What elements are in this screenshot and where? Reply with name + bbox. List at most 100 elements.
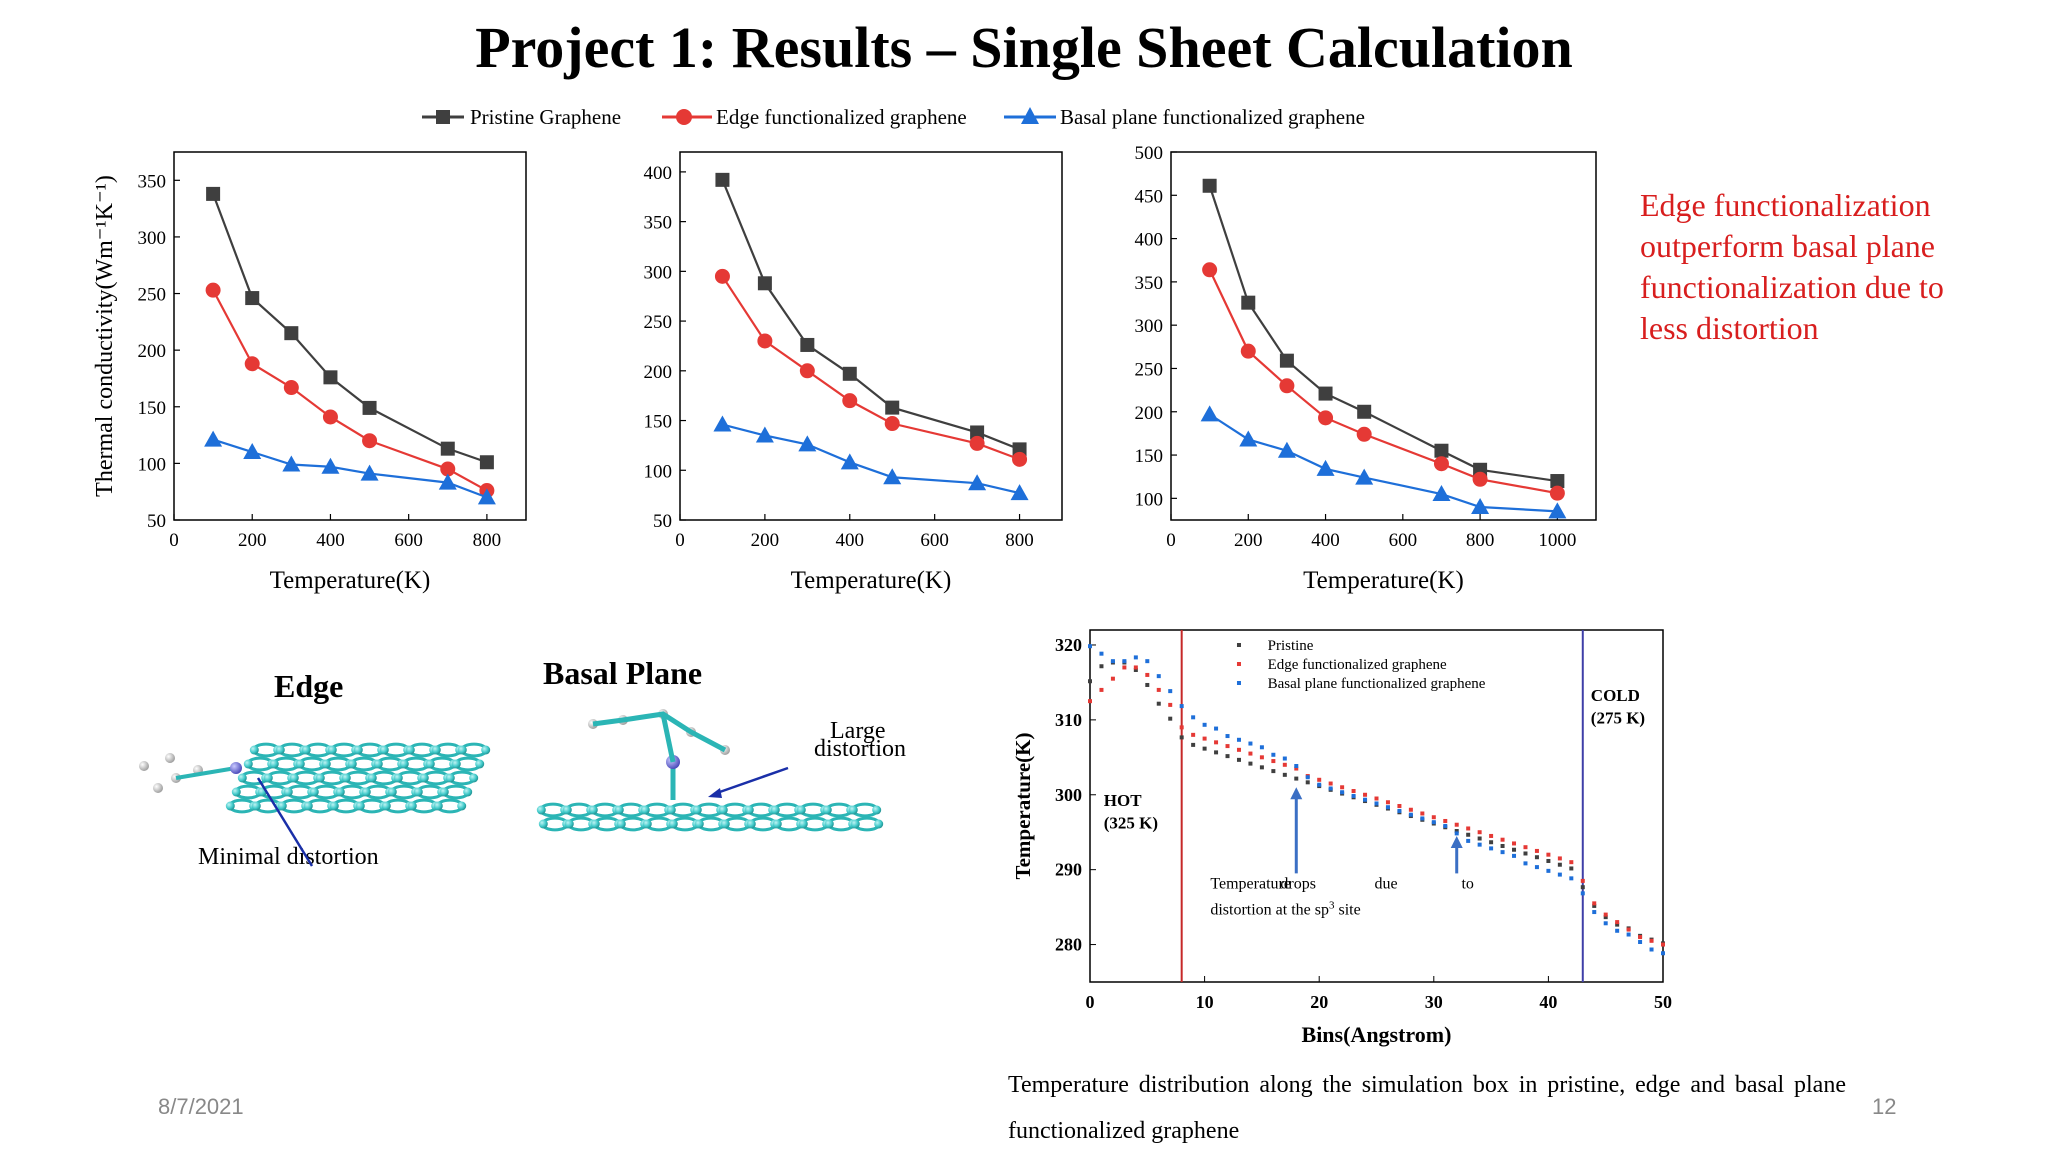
carbon-atom: [848, 805, 858, 815]
data-point: [1277, 441, 1296, 458]
data-point: [283, 380, 299, 396]
data-point: [799, 363, 815, 379]
data-point: [714, 268, 730, 284]
data-point: [1241, 295, 1256, 310]
data-point: [1259, 765, 1264, 770]
data-point: [1179, 735, 1184, 740]
data-point: [968, 474, 987, 491]
y-axis-label: Thermal conductivity(Wm⁻¹K⁻¹): [92, 175, 118, 497]
data-point: [1443, 818, 1448, 823]
data-point: [1248, 761, 1253, 766]
y-tick-label: 290: [1055, 860, 1082, 880]
data-point: [1145, 672, 1150, 677]
data-point: [1248, 751, 1253, 756]
data-point: [1133, 667, 1138, 672]
data-point: [1316, 459, 1335, 476]
x-tick-label: 200: [1234, 530, 1263, 551]
data-point: [1202, 722, 1207, 727]
data-point: [1500, 850, 1505, 855]
data-point: [1557, 856, 1562, 861]
y-tick-label: 150: [138, 398, 167, 419]
chart-legend: Pristine Graphene Edge functionalized gr…: [422, 105, 1365, 129]
carbon-atom: [642, 819, 652, 829]
data-point: [1434, 443, 1449, 458]
data-point: [884, 416, 900, 432]
x-tick-label: 50: [1654, 992, 1672, 1012]
data-point: [245, 291, 260, 306]
data-point: [1317, 782, 1322, 787]
carbon-atom: [373, 759, 383, 769]
data-point: [438, 473, 457, 490]
carbon-atom: [243, 759, 253, 769]
data-point: [1615, 922, 1620, 927]
y-tick-label: 150: [644, 412, 673, 433]
data-point: [1615, 928, 1620, 933]
data-point: [1145, 682, 1150, 687]
hydrogen-atom: [165, 753, 175, 763]
data-point: [1317, 777, 1322, 782]
data-point: [1191, 715, 1196, 720]
data-point: [205, 282, 221, 298]
carbon-atom: [694, 819, 704, 829]
data-point: [282, 455, 301, 472]
basal-note-line: distortion: [814, 736, 907, 762]
carbon-atom: [822, 805, 832, 815]
y-tick-label: 300: [1055, 785, 1082, 805]
data-point: [1477, 836, 1482, 841]
data-point: [1099, 687, 1104, 692]
x-tick-label: 20: [1310, 992, 1328, 1012]
carbon-atom: [872, 805, 882, 815]
data-point: [1534, 855, 1539, 860]
data-point: [1328, 786, 1333, 791]
annotation-word: drops: [1280, 875, 1316, 892]
data-point: [713, 415, 732, 432]
carbon-atom: [874, 819, 884, 829]
y-tick-label: 200: [1135, 403, 1164, 424]
data-point: [1191, 742, 1196, 747]
data-point: [1489, 840, 1494, 845]
y-tick-label: 350: [138, 171, 167, 192]
data-point: [1279, 353, 1294, 368]
data-point: [1214, 740, 1219, 745]
data-point: [1534, 865, 1539, 870]
x-tick-label: 0: [169, 530, 179, 551]
y-tick-label: 100: [138, 454, 167, 475]
data-point: [1088, 679, 1092, 684]
series-line: [1209, 413, 1558, 513]
series-basal: [1200, 405, 1567, 519]
data-point: [1489, 833, 1494, 838]
data-point: [1355, 468, 1374, 485]
nitrogen-atom: [230, 762, 242, 774]
data-point: [1523, 861, 1528, 866]
carbon-atom: [277, 801, 287, 811]
carbon-atom: [433, 801, 443, 811]
carbon-atom: [616, 819, 626, 829]
series-line: [721, 179, 1020, 451]
carbon-atom: [283, 787, 293, 797]
data-point: [1603, 912, 1608, 917]
carbon-atom: [451, 759, 461, 769]
hydrogen-atom: [153, 783, 163, 793]
data-point: [322, 409, 338, 425]
x-tick-label: 200: [238, 530, 267, 551]
data-point: [1156, 701, 1161, 706]
data-point: [1477, 830, 1482, 835]
carbon-atom: [850, 819, 860, 829]
data-point: [1156, 687, 1161, 692]
carbon-atom: [463, 787, 473, 797]
data-point: [1225, 754, 1230, 759]
data-point: [1191, 732, 1196, 737]
data-point: [840, 453, 859, 470]
data-point: [1512, 853, 1517, 858]
carbon-atom: [692, 805, 702, 815]
carbon-atom: [718, 805, 728, 815]
carbon-atom: [640, 805, 650, 815]
data-point: [1133, 665, 1138, 670]
carbon-atom: [536, 805, 546, 815]
data-point: [1466, 826, 1471, 831]
data-point: [1454, 829, 1459, 834]
data-point: [440, 441, 455, 456]
data-point: [1318, 410, 1334, 426]
data-point: [1546, 858, 1551, 863]
data-point: [1099, 664, 1104, 669]
